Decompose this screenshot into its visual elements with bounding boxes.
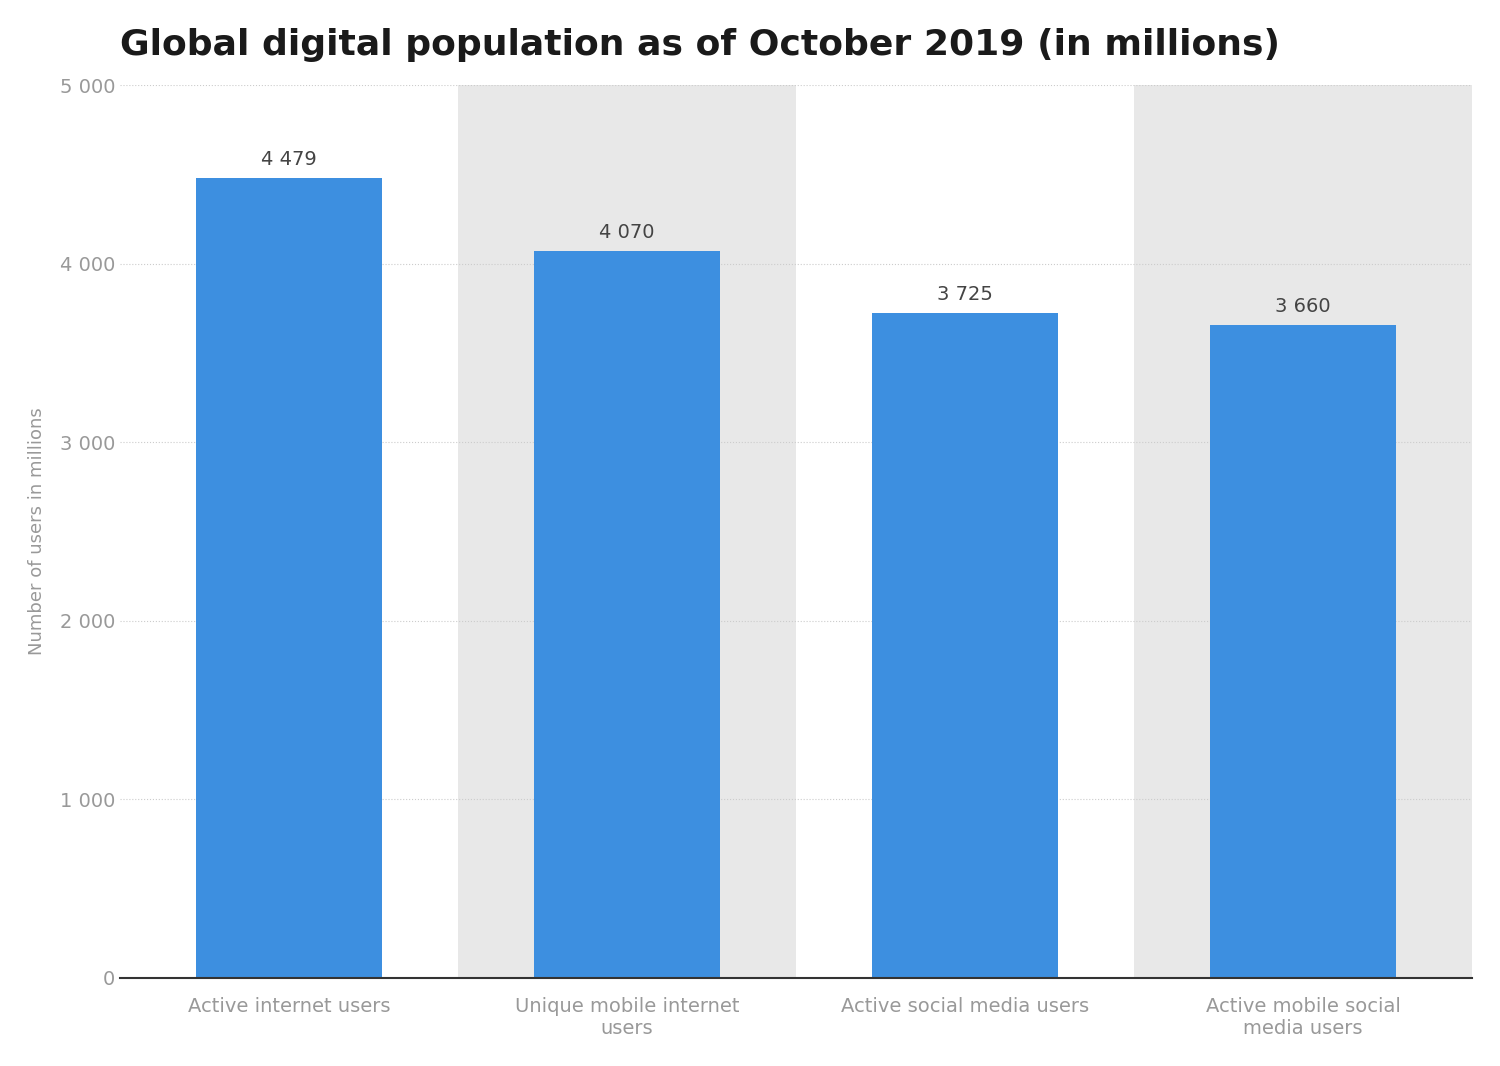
Bar — [120, 85, 457, 978]
Y-axis label: Number of users in millions: Number of users in millions — [28, 407, 46, 656]
Bar — [1210, 324, 1396, 978]
Bar — [196, 178, 382, 978]
Bar — [534, 252, 720, 978]
Bar — [871, 313, 1058, 978]
Text: 4 479: 4 479 — [261, 150, 316, 169]
Bar — [458, 85, 796, 978]
Text: 4 070: 4 070 — [600, 224, 656, 242]
Text: 3 660: 3 660 — [1275, 296, 1330, 316]
Text: 3 725: 3 725 — [938, 285, 993, 304]
Bar — [1134, 85, 1472, 978]
Bar — [796, 85, 1134, 978]
Text: Global digital population as of October 2019 (in millions): Global digital population as of October … — [120, 28, 1280, 62]
